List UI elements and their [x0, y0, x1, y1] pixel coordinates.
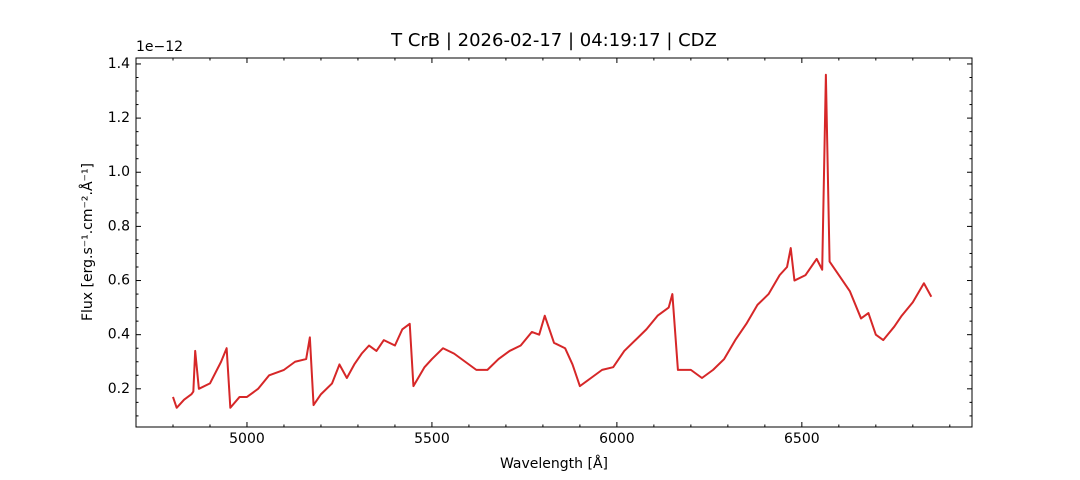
spectrum-line — [172, 73, 933, 409]
x-tick-label: 5500 — [414, 431, 450, 447]
plot-frame — [135, 57, 973, 428]
x-axis-label: Wavelength [Å] — [500, 455, 608, 472]
y-tick-label: 1.0 — [108, 164, 130, 180]
y-offset-label: 1e−12 — [136, 39, 183, 55]
y-tick-label: 0.2 — [108, 381, 130, 397]
x-tick-label: 5000 — [229, 431, 265, 447]
y-tick-label: 1.2 — [108, 110, 130, 126]
y-tick-label: 0.6 — [108, 273, 130, 289]
y-axis-label: Flux [erg.s⁻¹.cm⁻².Å⁻¹] — [79, 163, 96, 321]
y-tick-label: 0.8 — [108, 218, 130, 234]
x-tick-label: 6500 — [784, 431, 820, 447]
x-tick-label: 6000 — [599, 431, 635, 447]
y-tick-label: 0.4 — [108, 327, 130, 343]
chart-title: T CrB | 2026-02-17 | 04:19:17 | CDZ — [390, 30, 717, 51]
y-tick-label: 1.4 — [108, 56, 130, 72]
